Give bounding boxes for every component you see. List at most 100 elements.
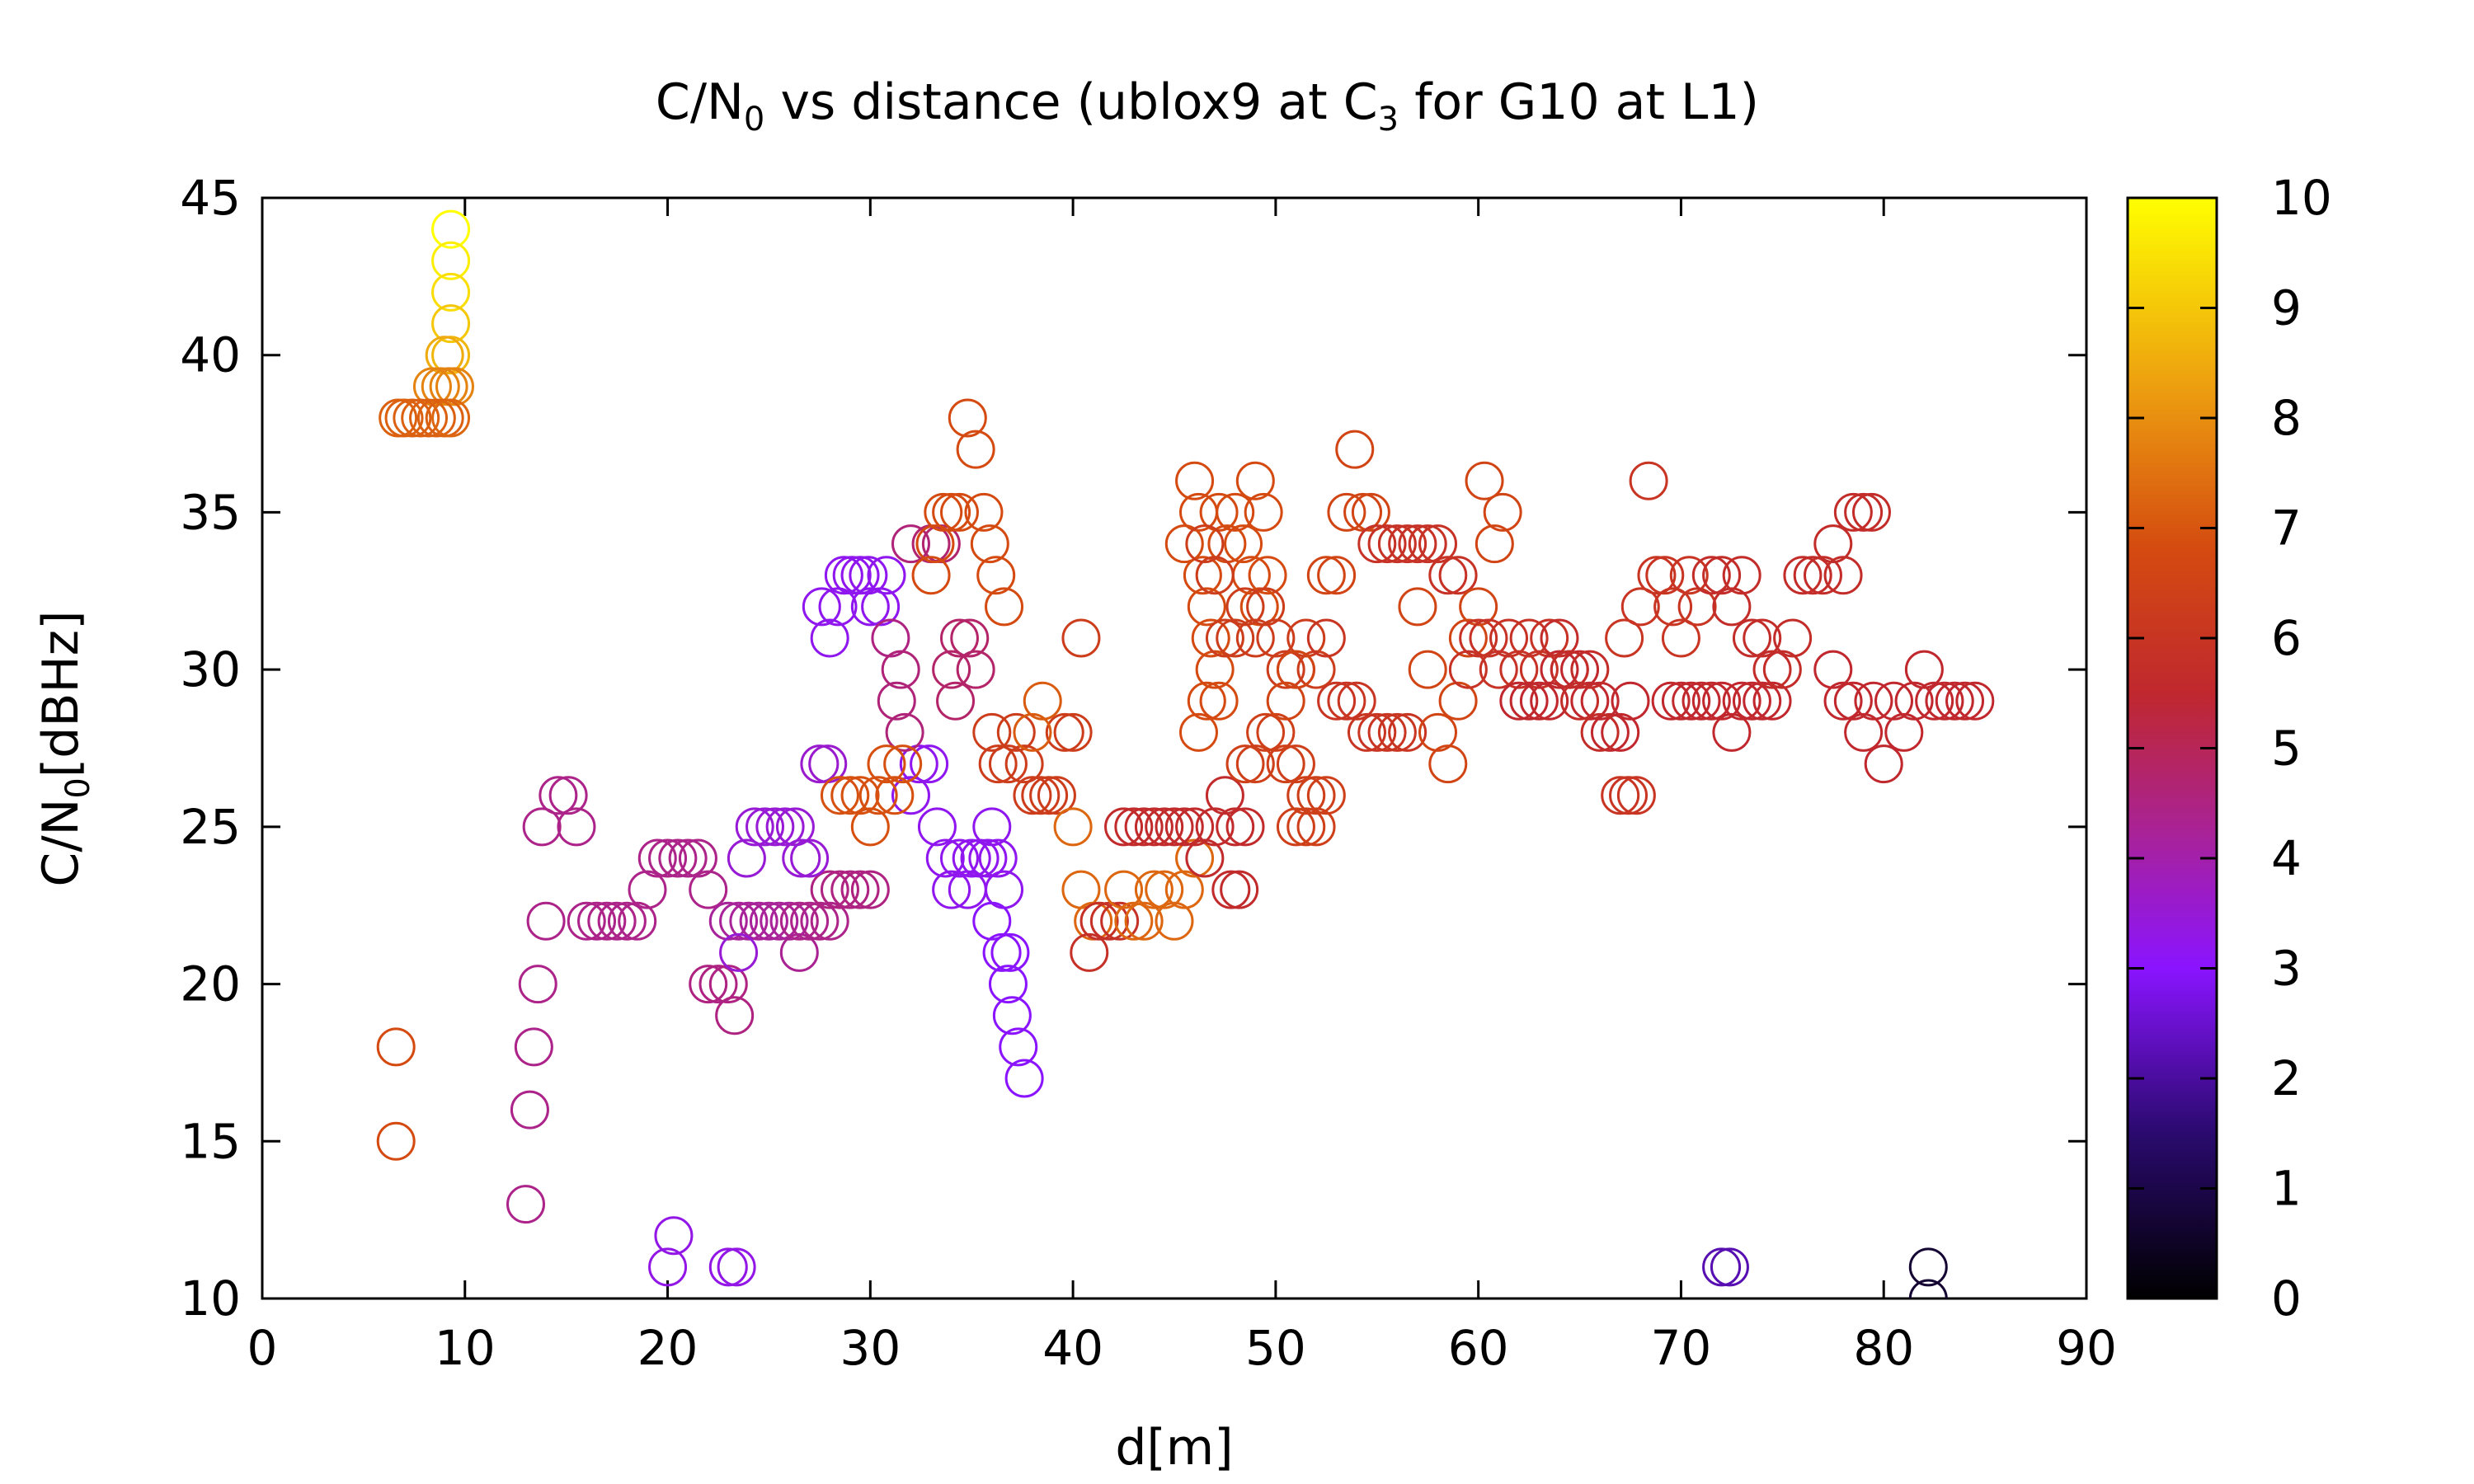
- x-tick-label: 30: [840, 1320, 901, 1376]
- data-point: [1216, 807, 1255, 847]
- data-point: [1100, 901, 1140, 941]
- data-point: [715, 996, 755, 1036]
- data-point: [628, 870, 667, 909]
- data-point: [1710, 1247, 1749, 1287]
- data-point: [840, 870, 880, 909]
- data-point: [1669, 556, 1709, 595]
- data-point: [1286, 618, 1326, 658]
- data-point: [1317, 556, 1357, 595]
- data-point: [1661, 681, 1700, 721]
- data-point: [1327, 492, 1366, 532]
- data-point: [952, 838, 991, 878]
- data-point: [1211, 870, 1251, 909]
- x-tick-label: 10: [435, 1320, 496, 1376]
- y-axis-ticks: 10 15 20 25 30 35 40 45: [180, 170, 2086, 1327]
- data-point: [1205, 776, 1244, 815]
- data-point: [1286, 807, 1326, 847]
- data-point: [1266, 650, 1305, 689]
- data-point: [820, 776, 859, 815]
- y-tick-label: 45: [180, 170, 241, 226]
- data-point: [1296, 776, 1336, 815]
- data-point: [1483, 492, 1522, 532]
- data-point: [970, 524, 1009, 564]
- data-point: [1114, 901, 1154, 941]
- data-point: [1813, 650, 1853, 689]
- colorbar-tick-label: 7: [2271, 500, 2302, 556]
- data-point: [1570, 681, 1610, 721]
- data-point: [1712, 712, 1752, 752]
- data-point: [824, 556, 863, 595]
- data-point: [506, 1185, 546, 1224]
- data-point: [1037, 776, 1076, 815]
- data-point: [587, 901, 627, 941]
- data-point: [1732, 681, 1771, 721]
- x-axis-ticks: 0 10 20 30 40 50 60 70 80 90: [247, 198, 2117, 1376]
- x-tick-label: 0: [247, 1320, 278, 1376]
- data-point: [648, 838, 688, 878]
- data-point: [1732, 618, 1771, 658]
- data-point: [1343, 492, 1383, 532]
- data-point: [1459, 587, 1498, 627]
- data-point: [1418, 712, 1458, 752]
- data-point: [1175, 838, 1215, 878]
- data-point: [727, 838, 766, 878]
- data-point: [1029, 776, 1069, 815]
- y-tick-label: 10: [180, 1270, 241, 1327]
- data-point: [597, 901, 637, 941]
- data-point: [1104, 870, 1144, 909]
- data-point: [932, 492, 971, 532]
- data-point: [1519, 681, 1559, 721]
- data-point: [861, 587, 901, 627]
- data-point: [885, 712, 924, 752]
- data-point: [735, 807, 774, 847]
- data-point: [1499, 650, 1539, 689]
- data-point: [1175, 461, 1215, 500]
- data-point: [1195, 556, 1235, 595]
- data-point: [1945, 681, 1985, 721]
- data-point: [1844, 712, 1884, 752]
- data-point: [1653, 587, 1693, 627]
- data-point: [431, 398, 471, 438]
- data-point: [1479, 650, 1518, 689]
- data-point: [1199, 492, 1239, 532]
- x-tick-label: 80: [1853, 1320, 1914, 1376]
- y-axis-label: C/N0[dBHz]: [32, 610, 97, 886]
- data-point: [755, 807, 795, 847]
- data-point: [911, 556, 951, 595]
- data-point: [1013, 712, 1052, 752]
- data-point: [393, 398, 432, 438]
- data-point: [1702, 556, 1742, 595]
- data-point: [1550, 650, 1589, 689]
- data-point: [1530, 618, 1569, 658]
- data-point: [431, 209, 471, 249]
- data-point: [1061, 618, 1101, 658]
- data-point: [1629, 461, 1668, 500]
- data-point: [1104, 807, 1144, 847]
- data-point: [1908, 1247, 1948, 1287]
- data-point: [915, 524, 955, 564]
- data-point: [1448, 618, 1488, 658]
- data-point: [435, 367, 474, 406]
- data-point: [1317, 681, 1357, 721]
- data-point: [654, 1216, 694, 1256]
- data-point: [1155, 901, 1194, 941]
- data-point: [678, 838, 717, 878]
- data-point: [956, 650, 995, 689]
- data-point: [972, 901, 1012, 941]
- colorbar-tick-label: 8: [2271, 390, 2302, 446]
- y-tick-label: 20: [180, 956, 241, 1012]
- data-point: [698, 965, 738, 1004]
- data-point: [1915, 681, 1954, 721]
- data-point: [891, 524, 930, 564]
- data-point: [526, 901, 566, 941]
- data-point: [1367, 712, 1407, 752]
- data-point: [1225, 807, 1265, 847]
- data-point: [769, 901, 809, 941]
- data-point: [1611, 681, 1650, 721]
- data-point: [1438, 556, 1478, 595]
- data-point: [1327, 681, 1366, 721]
- data-point: [1448, 650, 1488, 689]
- colorbar-tick-label: 1: [2271, 1161, 2302, 1217]
- data-point: [1475, 524, 1514, 564]
- data-point: [1021, 776, 1061, 815]
